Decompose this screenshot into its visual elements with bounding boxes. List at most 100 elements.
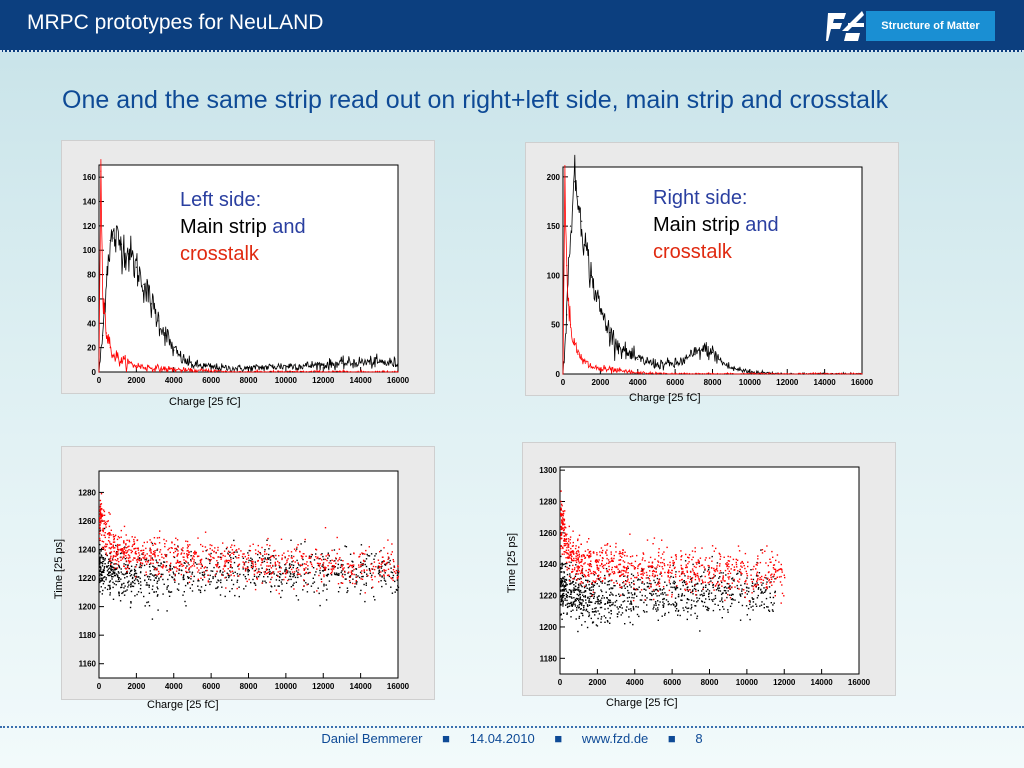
scatter-point [130, 549, 132, 551]
scatter-point [562, 529, 565, 532]
scatter-point [715, 547, 717, 550]
scatter-point [718, 552, 720, 555]
scatter-point [187, 582, 189, 584]
scatter-point [229, 590, 231, 593]
scatter-point [565, 595, 568, 597]
scatter-point [727, 583, 730, 585]
scatter-point [719, 609, 721, 611]
scatter-point [238, 568, 240, 570]
scatter-point [703, 594, 705, 596]
scatter-point [387, 556, 390, 558]
data-point [577, 594, 580, 597]
scatter-point [212, 576, 214, 578]
scatter-point [103, 580, 105, 583]
scatter-point [671, 596, 673, 598]
scatter-point [572, 545, 574, 547]
scatter-point [661, 575, 663, 577]
scatter-point [122, 591, 124, 594]
scatter-point [567, 556, 569, 558]
scatter-point [150, 562, 152, 564]
plot-area [559, 466, 860, 675]
scatter-point [335, 574, 337, 576]
footer-url[interactable]: www.fzd.de [581, 731, 649, 746]
scatter-point [587, 574, 589, 577]
scatter-point [110, 569, 112, 571]
scatter-point [213, 566, 215, 569]
data-point [359, 571, 362, 574]
scatter-point [686, 582, 688, 585]
scatter-point [113, 569, 115, 571]
scatter-point [710, 592, 713, 594]
scatter-point [102, 570, 105, 572]
scatter-point [575, 552, 577, 554]
scatter-point [133, 579, 136, 582]
scatter-point [118, 566, 121, 569]
scatter-point [238, 548, 240, 550]
scatter-point [605, 617, 607, 619]
scatter-point [668, 589, 671, 592]
scatter-point [733, 569, 736, 571]
scatter-point [584, 621, 586, 623]
scatter-point [260, 564, 262, 566]
scatter-point [368, 555, 371, 557]
scatter-point [588, 599, 590, 602]
data-point [615, 594, 617, 597]
scatter-point [368, 569, 371, 571]
scatter-point [596, 566, 598, 569]
scatter-point [104, 557, 106, 560]
scatter-point [102, 520, 104, 522]
scatter-point [630, 602, 632, 604]
scatter-point [625, 610, 627, 612]
scatter-point [604, 608, 606, 610]
scatter-point [735, 563, 738, 566]
scatter-point [308, 571, 310, 574]
scatter-point [752, 588, 755, 590]
scatter-point [573, 590, 575, 592]
scatter-point [395, 572, 397, 574]
scatter-point [760, 581, 762, 584]
scatter-point [127, 586, 129, 588]
scatter-point [779, 568, 781, 570]
scatter-point [363, 569, 365, 571]
scatter-point [567, 545, 569, 547]
scatter-point [213, 557, 215, 559]
scatter-point [397, 569, 399, 572]
scatter-point [698, 562, 700, 564]
scatter-point [569, 564, 571, 567]
scatter-point [585, 585, 587, 588]
scatter-point [361, 576, 363, 578]
scatter-point [690, 604, 693, 606]
scatter-point [187, 583, 189, 585]
scatter-point [390, 567, 392, 569]
scatter-point [168, 547, 170, 550]
scatter-point [120, 552, 123, 554]
scatter-point [101, 555, 103, 557]
scatter-point [149, 559, 152, 561]
scatter-point [176, 548, 178, 551]
scatter-point [561, 523, 564, 525]
scatter-point [582, 599, 584, 601]
scatter-point [111, 568, 113, 571]
scatter-point [173, 556, 176, 559]
scatter-point [245, 561, 247, 563]
scatter-point [117, 563, 119, 566]
scatter-point [778, 561, 780, 563]
scatter-point [252, 562, 254, 565]
scatter-point [341, 575, 343, 577]
scatter-point [285, 573, 287, 575]
scatter-point [193, 552, 195, 554]
scatter-point [384, 572, 386, 574]
scatter-point [758, 587, 760, 589]
scatter-point [578, 589, 580, 591]
scatter-point [169, 564, 171, 567]
scatter-point [562, 522, 564, 524]
scatter-point [238, 575, 240, 577]
scatter-point [246, 580, 248, 583]
scatter-point [387, 558, 389, 560]
scatter-point [592, 573, 595, 575]
scatter-point [110, 574, 112, 576]
scatter-point [99, 511, 102, 514]
scatter-point [220, 581, 222, 584]
scatter-point [322, 566, 325, 568]
scatter-point [728, 570, 730, 572]
